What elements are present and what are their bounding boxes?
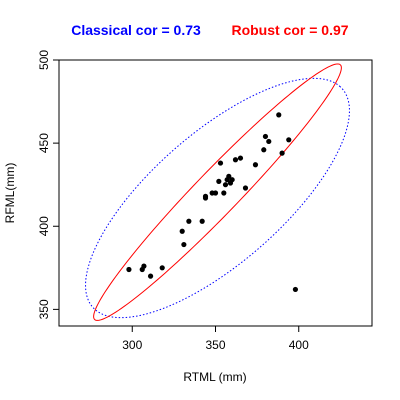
data-point xyxy=(262,133,269,140)
data-point xyxy=(159,265,165,271)
data-point xyxy=(221,190,227,196)
x-tick-label: 400 xyxy=(289,338,309,352)
x-axis: 300 350 400 xyxy=(122,326,309,352)
data-point xyxy=(212,190,219,196)
data-point xyxy=(186,218,192,224)
classical-ellipse xyxy=(85,77,350,319)
data-point xyxy=(276,112,282,118)
robust-cor-title: Robust cor = 0.97 xyxy=(231,22,348,38)
data-point xyxy=(261,147,267,153)
y-tick-label: 400 xyxy=(37,216,51,236)
robust-ellipse xyxy=(93,63,342,321)
data-point xyxy=(199,218,205,224)
data-point xyxy=(222,182,229,188)
y-tick-label: 450 xyxy=(37,133,51,153)
data-point xyxy=(179,228,185,234)
data-point xyxy=(266,138,272,145)
y-axis: 350 400 450 500 xyxy=(37,50,59,319)
data-point xyxy=(232,157,239,163)
classical-cor-title: Classical cor = 0.73 xyxy=(71,22,201,38)
data-point xyxy=(226,173,232,179)
data-point xyxy=(252,162,259,168)
data-point xyxy=(237,155,244,161)
data-point xyxy=(242,185,249,191)
y-tick-label: 350 xyxy=(37,299,51,319)
data-point xyxy=(216,178,222,184)
data-point xyxy=(286,137,292,143)
data-point xyxy=(141,263,147,269)
data-point xyxy=(202,195,209,201)
x-tick-label: 350 xyxy=(205,338,225,352)
ellipse-layer xyxy=(85,63,350,321)
x-tick-label: 300 xyxy=(122,338,142,352)
data-point xyxy=(292,286,299,293)
x-axis-label: RTML (mm) xyxy=(183,370,246,384)
y-tick-label: 500 xyxy=(37,50,51,70)
data-point xyxy=(229,177,235,183)
data-point xyxy=(217,160,224,166)
point-layer xyxy=(126,112,299,293)
data-point xyxy=(147,273,154,279)
y-axis-label: RFML(mm) xyxy=(3,163,17,224)
data-point xyxy=(181,241,187,248)
data-point xyxy=(126,266,132,273)
data-point xyxy=(279,150,285,156)
